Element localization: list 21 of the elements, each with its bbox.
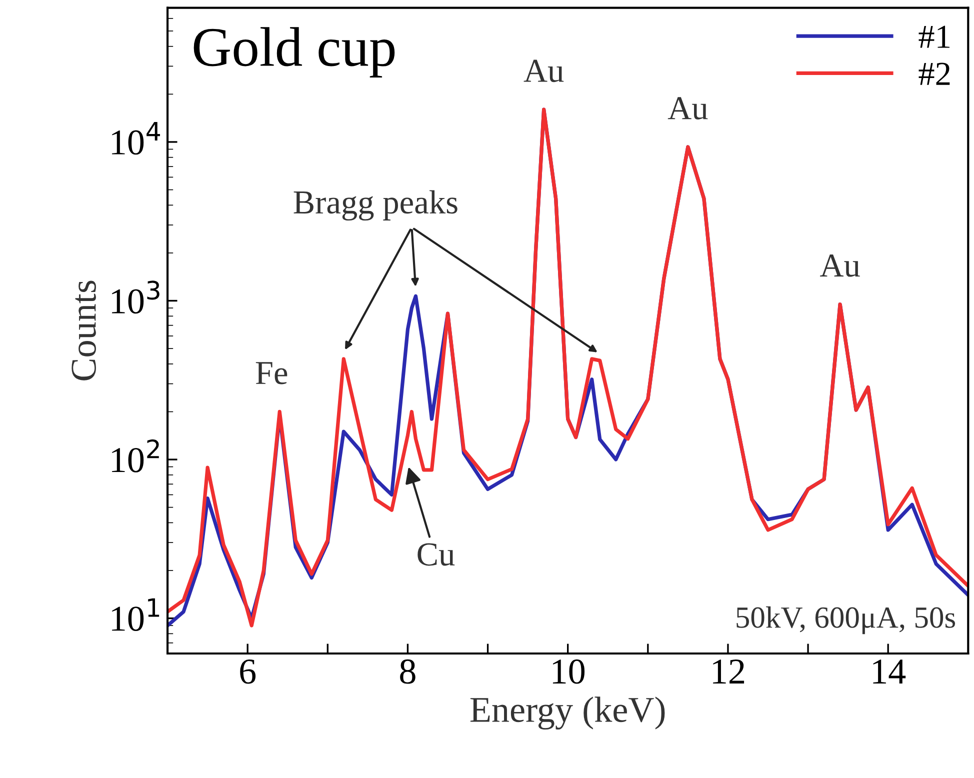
y-tick-label: 10$^{2}$ <box>112 439 159 472</box>
annotation: Fe <box>256 362 288 384</box>
x-tick-label: 10 <box>552 659 585 684</box>
x-tick-label: 8 <box>400 659 416 684</box>
annotation: Au <box>820 254 860 277</box>
x-tick-label: 6 <box>240 660 256 684</box>
legend-label: #1 <box>918 26 950 48</box>
chart-title: Gold cup <box>194 27 395 78</box>
annotation: Au <box>668 97 708 120</box>
x-axis-title: Energy (keV) <box>470 696 665 730</box>
y-tick-label: 10$^{1}$ <box>112 598 160 631</box>
x-tick-label: 12 <box>713 660 744 684</box>
annotation: 50kV, 600μA, 50s <box>736 606 956 634</box>
legend-label: #2 <box>918 62 950 85</box>
annotation: Cu <box>418 543 455 566</box>
annotation: Bragg peaks <box>294 190 458 221</box>
y-tick-label: 10$^{3}$ <box>112 280 160 314</box>
y-axis-title: Counts <box>72 280 96 380</box>
y-tick-label: 10$^{4}$ <box>112 122 160 155</box>
x-tick-label: 14 <box>873 660 906 684</box>
annotation: Au <box>524 60 564 82</box>
